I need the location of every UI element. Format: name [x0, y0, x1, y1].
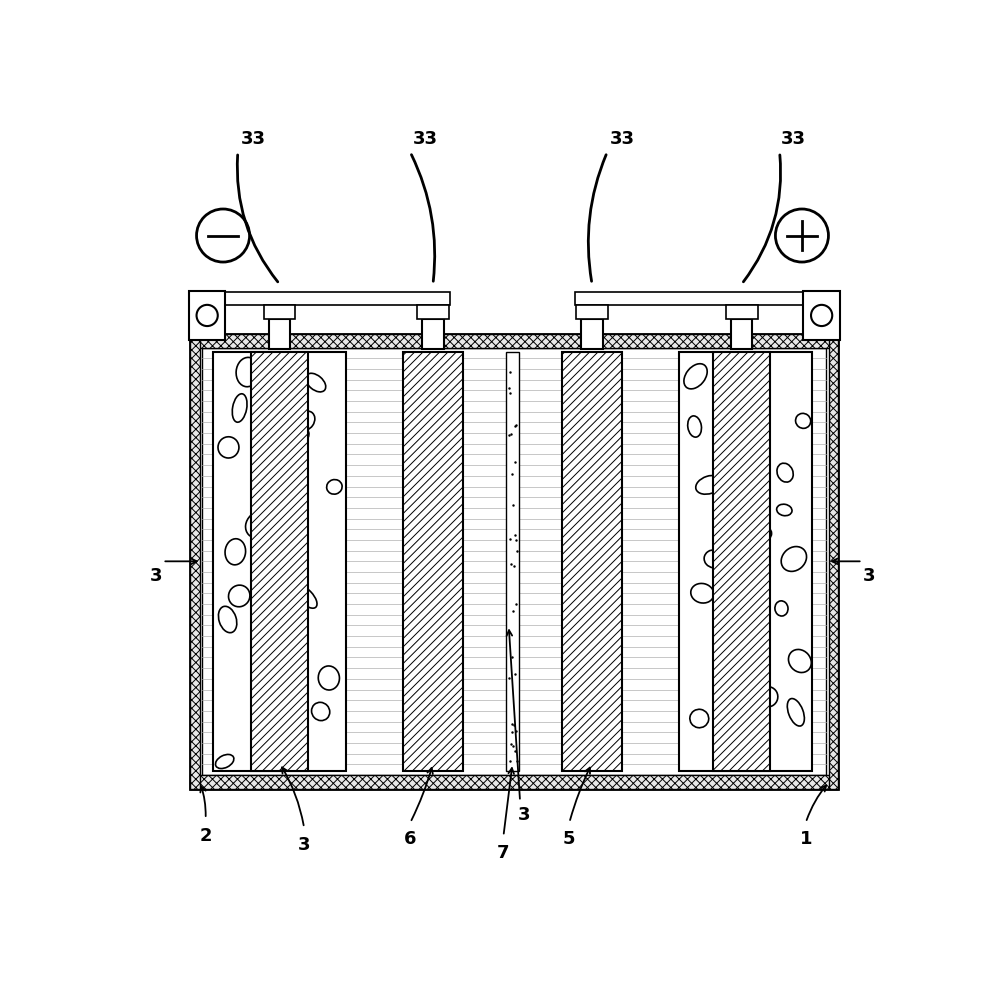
Text: 1: 1	[799, 830, 812, 848]
Ellipse shape	[745, 440, 768, 461]
Ellipse shape	[236, 357, 259, 387]
Ellipse shape	[736, 369, 759, 390]
Ellipse shape	[218, 606, 237, 633]
Ellipse shape	[753, 723, 768, 739]
Circle shape	[811, 305, 832, 326]
Ellipse shape	[295, 585, 317, 608]
Ellipse shape	[318, 666, 339, 690]
Text: 33: 33	[413, 130, 438, 148]
Text: 33: 33	[240, 130, 265, 148]
Ellipse shape	[218, 437, 239, 458]
Bar	[213, 351, 346, 770]
Ellipse shape	[215, 755, 234, 769]
Bar	[422, 319, 444, 349]
Bar	[829, 334, 838, 788]
Bar	[190, 334, 838, 788]
Ellipse shape	[684, 364, 707, 389]
Ellipse shape	[736, 552, 757, 568]
Text: 6: 6	[404, 830, 416, 848]
Text: 3: 3	[298, 835, 310, 854]
Ellipse shape	[229, 585, 250, 607]
Bar	[202, 347, 826, 775]
Ellipse shape	[688, 416, 701, 437]
Bar	[803, 291, 840, 340]
Ellipse shape	[232, 394, 247, 422]
Bar	[269, 319, 290, 349]
Ellipse shape	[269, 700, 286, 718]
Ellipse shape	[788, 649, 811, 672]
Bar	[726, 305, 758, 319]
Ellipse shape	[266, 609, 282, 634]
Text: 33: 33	[610, 130, 635, 148]
Ellipse shape	[696, 475, 723, 494]
Bar	[190, 334, 200, 788]
Ellipse shape	[690, 709, 709, 728]
Ellipse shape	[297, 411, 315, 430]
Ellipse shape	[327, 479, 342, 494]
Circle shape	[197, 209, 250, 262]
Bar	[200, 291, 450, 305]
Ellipse shape	[293, 429, 309, 447]
Ellipse shape	[754, 525, 772, 541]
Ellipse shape	[734, 599, 753, 618]
Ellipse shape	[283, 369, 300, 388]
Ellipse shape	[277, 553, 292, 569]
Ellipse shape	[758, 687, 778, 707]
Ellipse shape	[777, 463, 793, 482]
Ellipse shape	[724, 406, 743, 432]
Bar	[190, 334, 838, 347]
Bar	[251, 351, 308, 770]
Bar	[264, 305, 295, 319]
Ellipse shape	[714, 677, 729, 703]
Bar	[581, 319, 603, 349]
Ellipse shape	[246, 511, 273, 538]
Ellipse shape	[775, 601, 788, 616]
Bar	[417, 305, 449, 319]
Ellipse shape	[306, 373, 326, 392]
Ellipse shape	[787, 699, 804, 726]
Ellipse shape	[261, 580, 280, 603]
Bar	[575, 291, 829, 305]
Ellipse shape	[312, 703, 330, 720]
Circle shape	[775, 209, 828, 262]
Ellipse shape	[264, 732, 286, 753]
Text: 5: 5	[563, 830, 576, 848]
Text: 7: 7	[497, 844, 510, 862]
Bar	[679, 351, 812, 770]
Bar	[562, 351, 622, 770]
Text: 2: 2	[199, 827, 212, 844]
Bar	[403, 351, 463, 770]
Ellipse shape	[777, 504, 792, 516]
Ellipse shape	[225, 539, 246, 565]
Ellipse shape	[268, 429, 285, 453]
Text: 3: 3	[518, 806, 530, 825]
Bar	[506, 351, 519, 770]
Bar	[190, 775, 838, 788]
Ellipse shape	[796, 413, 811, 428]
Bar	[713, 351, 770, 770]
Text: 3: 3	[862, 568, 875, 585]
Text: 33: 33	[781, 130, 806, 148]
Bar	[731, 319, 752, 349]
Bar	[576, 305, 608, 319]
Ellipse shape	[781, 546, 807, 572]
Circle shape	[197, 305, 218, 326]
Ellipse shape	[704, 550, 724, 568]
Text: 3: 3	[150, 568, 163, 585]
Ellipse shape	[691, 584, 714, 603]
Bar	[189, 291, 225, 340]
